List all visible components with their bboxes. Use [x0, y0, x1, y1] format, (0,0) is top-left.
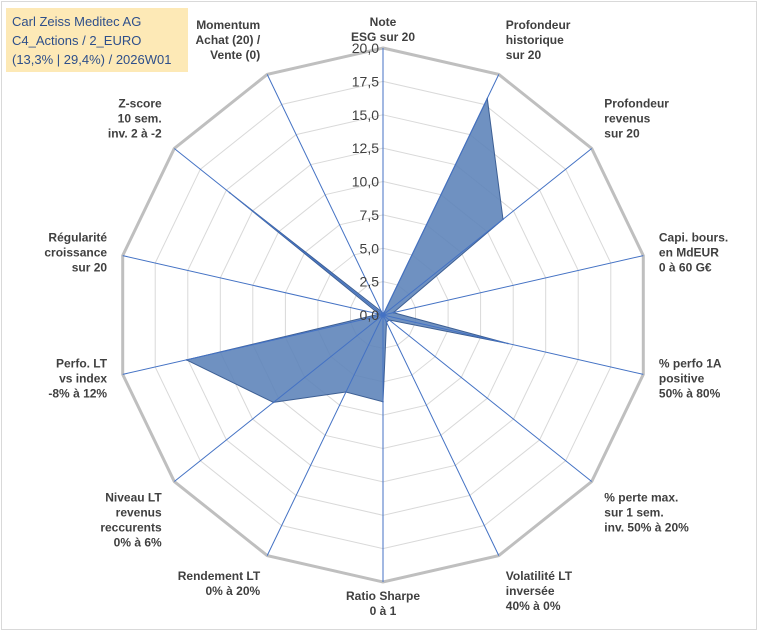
- axis-label-line: ESG sur 20: [351, 30, 415, 44]
- axis-spoke: [122, 255, 384, 316]
- tick-label: 2,5: [360, 274, 380, 290]
- radar-spokes: [122, 48, 644, 582]
- axis-spoke: [382, 74, 500, 316]
- axis-label: % perte max.sur 1 sem.inv. 50% à 20%: [604, 490, 689, 534]
- axis-label-line: sur 1 sem.: [604, 505, 663, 519]
- axis-spoke: [266, 314, 384, 556]
- axis-label-line: historique: [506, 33, 564, 47]
- axis-label-line: sur 20: [604, 127, 640, 141]
- chart-header: Carl Zeiss Meditec AG C4_Actions / 2_EUR…: [6, 8, 188, 72]
- axis-label-line: Régularité: [48, 231, 107, 245]
- radar-series: [185, 96, 509, 404]
- series-area: [185, 96, 509, 403]
- axis-label-line: Volatilité LT: [506, 569, 573, 583]
- axis-label-line: Ratio Sharpe: [346, 589, 420, 603]
- axis-label-line: croissance: [44, 246, 107, 260]
- axis-spoke: [382, 255, 644, 316]
- axis-spoke: [266, 74, 384, 316]
- axis-spoke: [382, 314, 500, 556]
- axis-label-line: reccurents: [100, 520, 162, 534]
- axis-label-line: sur 20: [72, 261, 108, 275]
- axis-label-line: Profondeur: [506, 18, 571, 32]
- axis-label-line: Achat (20) /: [196, 33, 261, 47]
- axis-label-line: vs index: [59, 372, 107, 386]
- axis-label-line: inv. 50% à 20%: [604, 520, 689, 534]
- tick-label: 0,0: [360, 307, 380, 323]
- axis-label-line: inversée: [506, 584, 555, 598]
- axis-label-line: Momentum: [196, 18, 260, 32]
- axis-spoke: [173, 148, 384, 316]
- axis-label-line: 0 à 60 G€: [659, 261, 712, 275]
- company-name: Carl Zeiss Meditec AG: [12, 14, 142, 29]
- axis-label-line: Note: [370, 15, 397, 29]
- tick-label: 5,0: [360, 240, 380, 256]
- axis-label-line: Capi. bours.: [659, 231, 728, 245]
- axis-label-line: -8% à 12%: [48, 387, 107, 401]
- axis-label-line: revenus: [116, 505, 162, 519]
- axis-label-line: 0% à 20%: [205, 584, 260, 598]
- axis-label-line: sur 20: [506, 48, 542, 62]
- axis-spoke: [382, 314, 644, 375]
- stats-label: (13,3% | 29,4%) / 2026W01: [12, 52, 172, 67]
- axis-label-line: en MdEUR: [659, 246, 719, 260]
- axis-spoke: [173, 314, 384, 482]
- axis-label-line: Rendement LT: [178, 569, 261, 583]
- axis-label-line: Niveau LT: [105, 490, 162, 504]
- tick-label: 12,5: [352, 140, 379, 156]
- axis-label-line: 50% à 80%: [659, 387, 721, 401]
- axis-label-line: 0 à 1: [370, 604, 397, 618]
- axis-label-line: Z-score: [118, 97, 162, 111]
- tick-label: 15,0: [352, 107, 379, 123]
- axis-label-line: Profondeur: [604, 97, 669, 111]
- axis-label-line: positive: [659, 372, 705, 386]
- axis-label-line: inv. 2 à -2: [108, 127, 162, 141]
- axis-label-line: Perfo. LT: [56, 357, 108, 371]
- axis-spoke: [382, 148, 593, 316]
- radar-tick-labels: 0,0 2,5 5,0 7,5 10,0 12,5 15,0 17,5 20,0: [352, 40, 379, 323]
- axis-label-line: Vente (0): [210, 48, 260, 62]
- tick-label: 10,0: [352, 174, 379, 190]
- axis-label-line: % perfo 1A: [659, 357, 722, 371]
- axis-label-line: 0% à 6%: [114, 535, 162, 549]
- portfolio-label: C4_Actions / 2_EURO: [12, 33, 142, 48]
- axis-label-line: 10 sem.: [118, 112, 162, 126]
- tick-label: 7,5: [360, 207, 380, 223]
- axis-label-line: % perte max.: [604, 490, 678, 504]
- tick-label: 17,5: [352, 73, 379, 89]
- tick-label: 20,0: [352, 40, 379, 56]
- axis-spoke: [382, 314, 593, 482]
- axis-label-line: revenus: [604, 112, 650, 126]
- axis-label-line: 40% à 0%: [506, 599, 561, 613]
- axis-spoke: [122, 314, 384, 375]
- axis-label: Rendement LT0% à 20%: [178, 569, 261, 598]
